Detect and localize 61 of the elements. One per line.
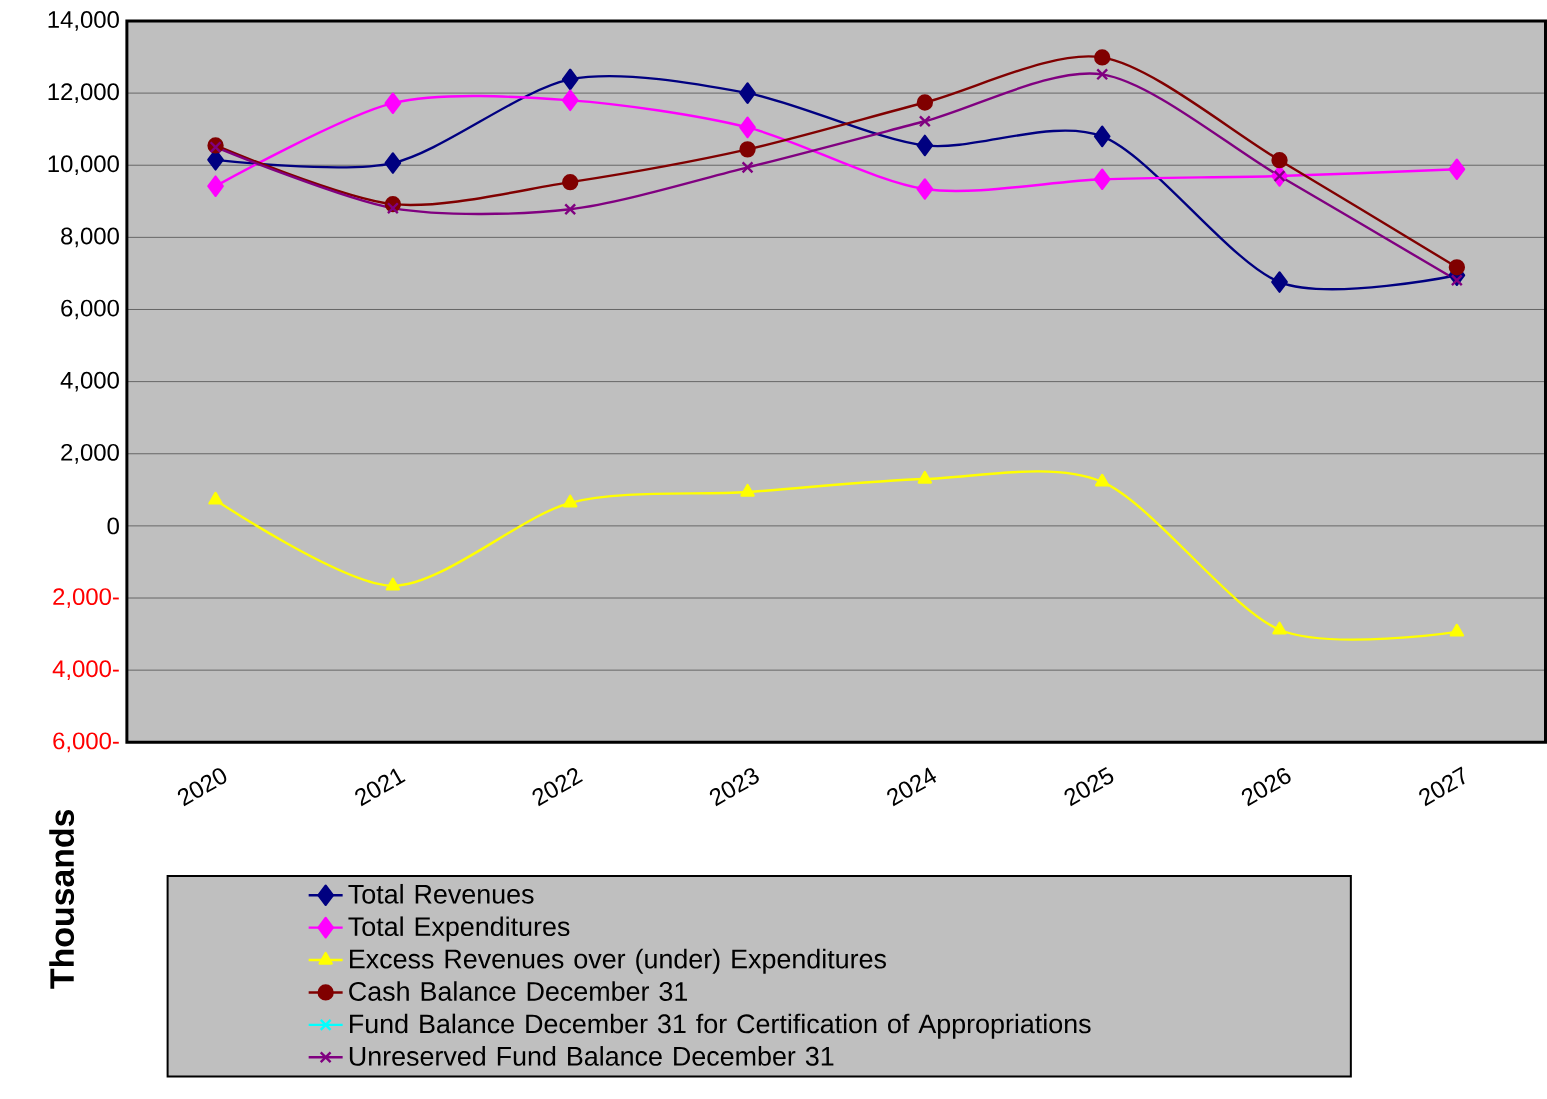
point bbox=[1094, 49, 1111, 66]
point bbox=[384, 152, 402, 174]
point bbox=[208, 491, 223, 505]
point bbox=[1094, 473, 1110, 487]
point bbox=[740, 483, 755, 497]
y-axis-title: Thousands bbox=[49, 809, 75, 989]
point bbox=[739, 82, 756, 104]
point bbox=[739, 141, 756, 158]
x-tick-label: 2020 bbox=[177, 768, 227, 807]
point bbox=[1273, 169, 1286, 183]
legend-label: Total Revenues bbox=[348, 883, 534, 904]
point bbox=[209, 141, 222, 154]
legend-label: Excess Revenues over (under) Expenditures bbox=[350, 948, 886, 974]
x-tick-label: 2026 bbox=[1241, 768, 1291, 807]
point bbox=[1096, 68, 1109, 81]
x-tick-label: 2021 bbox=[355, 768, 406, 807]
point bbox=[917, 470, 933, 484]
point bbox=[1093, 125, 1111, 148]
point bbox=[1093, 168, 1111, 191]
point bbox=[562, 174, 579, 191]
x-tick-label: 2025 bbox=[1064, 766, 1114, 807]
y-tick-label: 4,000 bbox=[60, 371, 119, 392]
point bbox=[1449, 623, 1465, 637]
point bbox=[386, 202, 399, 215]
point bbox=[739, 116, 756, 139]
legend-label: Fund Balance December 31 for Certification of Appropriations bbox=[350, 1013, 1091, 1039]
point bbox=[1271, 152, 1288, 169]
point bbox=[564, 203, 577, 216]
x-tick-label: 2024 bbox=[887, 767, 937, 807]
y-tick-label: 2,000- bbox=[53, 588, 119, 608]
legend-label: Total Expenditures bbox=[348, 916, 570, 942]
point bbox=[561, 89, 579, 112]
point bbox=[1448, 259, 1466, 276]
y-tick-label: 10,000 bbox=[48, 155, 119, 176]
point bbox=[561, 68, 579, 91]
y-tick-label: 6,000- bbox=[53, 732, 119, 753]
y-tick-label: 0 bbox=[107, 517, 119, 535]
y-tick-label: 2,000 bbox=[61, 443, 119, 464]
point bbox=[1272, 621, 1287, 635]
x-tick-label: 2027 bbox=[1419, 766, 1465, 807]
point bbox=[562, 494, 578, 508]
legend-label: Cash Balance December 31 bbox=[349, 981, 688, 1001]
point bbox=[916, 134, 934, 157]
point bbox=[1450, 274, 1463, 287]
point bbox=[207, 175, 224, 197]
point bbox=[1448, 158, 1466, 180]
point bbox=[916, 178, 934, 200]
y-tick-label: 8,000 bbox=[61, 227, 119, 248]
point bbox=[916, 94, 934, 111]
y-tick-label: 14,000 bbox=[48, 11, 119, 31]
point bbox=[385, 577, 401, 591]
legend-label: Unreserved Fund Balance December 31 bbox=[349, 1046, 834, 1066]
x-tick-label: 2022 bbox=[532, 768, 583, 807]
point bbox=[918, 115, 931, 128]
point bbox=[1271, 271, 1288, 293]
point bbox=[384, 92, 402, 114]
point bbox=[741, 161, 754, 174]
y-tick-label: 4,000- bbox=[52, 660, 119, 681]
y-tick-label: 12,000 bbox=[48, 83, 119, 103]
x-tick-label: 2023 bbox=[709, 768, 759, 807]
y-tick-label: 6,000 bbox=[61, 299, 119, 320]
